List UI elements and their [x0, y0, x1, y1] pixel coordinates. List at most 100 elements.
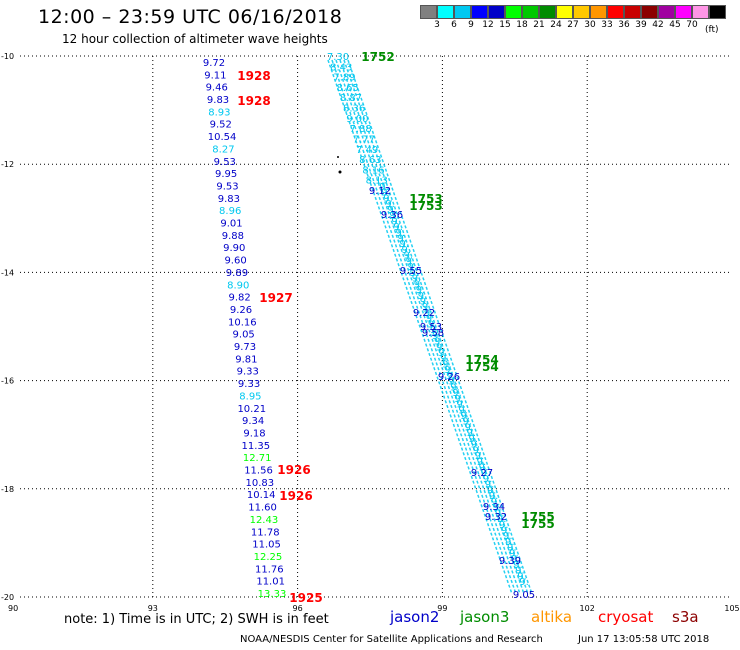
- east-track-value: 8.65: [337, 83, 359, 94]
- east-track-dense-label: 9.: [379, 182, 389, 193]
- map-note: note: 1) Time is in UTC; 2) SWH is in fe…: [64, 612, 329, 627]
- east-track-dense-label: 9.: [519, 577, 529, 588]
- color-scale-swatches: [420, 5, 726, 19]
- east-track-dense-label: 9.: [424, 308, 434, 319]
- west-track-value: 9.95: [215, 169, 237, 180]
- east-track-dense-label: 9.: [479, 463, 489, 474]
- lon-tick-label: 99: [437, 604, 447, 613]
- east-track-dense-label: 9.: [391, 216, 401, 227]
- west-track-value: 10.83: [246, 478, 275, 489]
- west-track-value: 9.33: [238, 379, 260, 390]
- east-track-dense-label: 9.: [477, 457, 487, 468]
- east-track-dense-label: 9.: [442, 359, 452, 370]
- east-track-dense-label: 9.: [448, 377, 458, 388]
- color-swatch: [471, 5, 488, 19]
- color-scale-label: 24: [550, 20, 562, 30]
- west-track-value: 9.05: [233, 330, 255, 341]
- jason3-pass-label: 1752: [361, 50, 394, 64]
- west-track-value: 9.73: [234, 342, 256, 353]
- east-track-dense-label: 9.: [497, 514, 507, 525]
- east-track-dense-label: 9.: [446, 371, 456, 382]
- color-scale-labels: 3 6 9 12 15 18 21 24 27 30 33 36 39 42 45 70: [420, 19, 726, 31]
- west-track-value: 11.01: [256, 577, 285, 588]
- west-track-value: 9.72: [203, 58, 225, 69]
- east-track-dense-label: 9.: [517, 571, 527, 582]
- east-track-jason2-value: 9.05: [513, 590, 535, 601]
- east-track-dense-label: 9.: [440, 354, 450, 365]
- west-track-value: 9.11: [204, 70, 226, 81]
- east-track-dense-label: 9.: [469, 434, 479, 445]
- east-track-jason2-value: 9.58: [422, 328, 444, 339]
- east-track-value: 7.88: [349, 124, 371, 135]
- east-track-line: [335, 59, 521, 595]
- generated-timestamp: Jun 17 13:05:58 UTC 2018: [578, 634, 710, 645]
- color-swatch: [573, 5, 590, 19]
- west-track-value: 8.27: [212, 144, 234, 155]
- east-track-dense-label: 9.: [511, 554, 521, 565]
- color-scale-label: 3: [434, 20, 440, 30]
- jason3-pass-label: 1755: [521, 510, 554, 524]
- east-track-dense-label: 9.: [410, 268, 420, 279]
- east-track-value: 9.00: [346, 114, 368, 125]
- legend-altika: altika: [531, 608, 573, 626]
- east-track-value: 8.87: [340, 93, 362, 104]
- east-track-dense-label: 9.: [418, 291, 428, 302]
- east-track-dense-label: 9.: [420, 296, 430, 307]
- west-track-value: 9.46: [206, 83, 228, 94]
- lat-tick-label: -18: [1, 485, 14, 494]
- wave-height-color-scale: 3 6 9 12 15 18 21 24 27 30 33 36 39 42 45 70 (ft): [420, 5, 726, 35]
- east-track-line: [343, 59, 529, 595]
- west-track-value: 9.60: [224, 256, 246, 267]
- east-track-dense-label: 9.: [438, 348, 448, 359]
- color-swatch: [522, 5, 539, 19]
- lat-tick-label: -20: [1, 593, 14, 602]
- east-track-jason2-value: 9.39: [499, 556, 521, 567]
- color-swatch: [709, 5, 726, 19]
- west-track-value: 8.95: [239, 391, 261, 402]
- color-scale-unit: (ft): [705, 25, 719, 35]
- color-swatch: [641, 5, 658, 19]
- west-track-value: 12.25: [254, 552, 283, 563]
- east-track-dense-label: 9.: [412, 274, 422, 285]
- color-swatch: [539, 5, 556, 19]
- east-track-dense-label: 9.: [499, 520, 509, 531]
- color-swatch: [454, 5, 471, 19]
- east-track-dense-label: 9.: [422, 302, 432, 313]
- west-track-value: 9.26: [230, 305, 252, 316]
- east-track-jason2-value: 9.53: [420, 322, 442, 333]
- east-track-jason2-value: 9.22: [413, 308, 435, 319]
- map-speck: [338, 170, 342, 174]
- east-track-value: 7.30: [327, 52, 349, 63]
- east-track-dense-label: 9.: [400, 239, 410, 250]
- jason3-pass-label: 1755: [521, 517, 554, 531]
- east-track-dense-label: 9.: [505, 537, 515, 548]
- east-track-dense-label: 9.: [397, 234, 407, 245]
- east-track-dense-label: 9.: [406, 256, 416, 267]
- east-track-dense-label: 9.: [428, 319, 438, 330]
- legend-s3a: s3a: [672, 608, 699, 626]
- cryosat-pass-label: 1928: [237, 69, 270, 83]
- east-track-dense-label: 9.: [454, 394, 464, 405]
- east-track-dense-label: 9.: [481, 468, 491, 479]
- lat-tick-label: -12: [1, 160, 14, 169]
- lon-tick-label: 93: [148, 604, 158, 613]
- color-swatch: [692, 5, 709, 19]
- jason3-pass-label: 1753: [409, 192, 442, 206]
- east-track-dense-label: 9.: [507, 543, 517, 554]
- west-track-value: 9.01: [220, 219, 242, 230]
- color-swatch: [556, 5, 573, 19]
- east-track-line: [347, 59, 533, 595]
- west-track-value: 11.60: [248, 503, 277, 514]
- west-track-value: 11.35: [241, 441, 270, 452]
- east-track-dense-label: 9.: [456, 400, 466, 411]
- color-scale-label: 33: [601, 20, 613, 30]
- west-track-value: 11.05: [252, 540, 281, 551]
- east-track-dense-label: 9.: [509, 548, 519, 559]
- east-track-dense-label: 9.: [473, 445, 483, 456]
- east-track-dense-label: 9.: [381, 188, 391, 199]
- east-track-dense-label: 9.: [383, 193, 393, 204]
- east-track-jason2-value: 9.55: [400, 266, 422, 277]
- lon-tick-label: 102: [580, 604, 595, 613]
- credit-line: NOAA/NESDIS Center for Satellite Applica…: [240, 634, 543, 645]
